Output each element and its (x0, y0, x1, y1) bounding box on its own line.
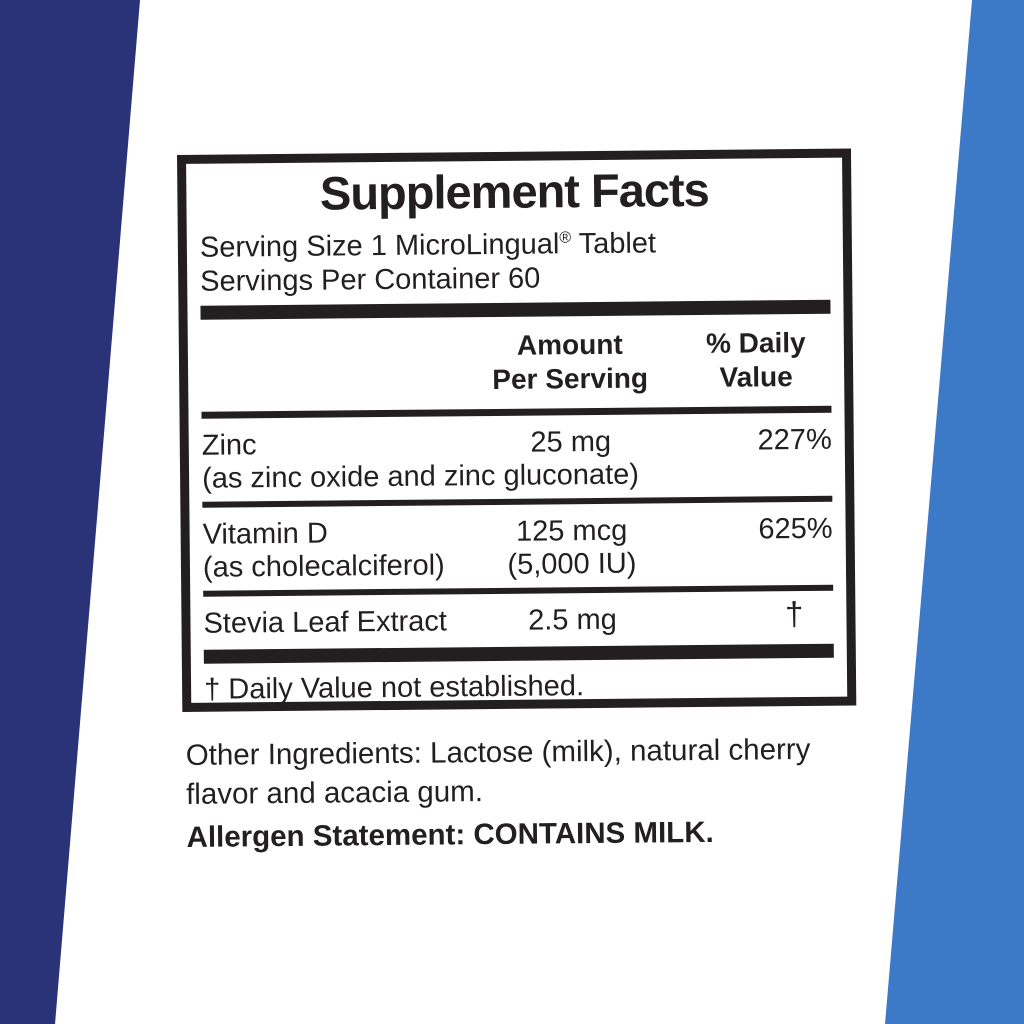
ingredients-section: Other Ingredients: Lactose (milk), natur… (183, 730, 858, 857)
row-name: Stevia Leaf Extract (203, 605, 448, 640)
serving-info: Serving Size 1 MicroLingual® Tablet Serv… (200, 225, 831, 299)
left-blue-accent-bar (0, 0, 140, 1024)
row-amount: 125 mcg (515, 514, 628, 548)
nutrient-row-vitamin-d: Vitamin D 125 mcg 625% (as cholecalcifer… (202, 502, 833, 591)
other-ingredients-line2: flavor and acacia gum. (185, 775, 484, 811)
allergen-statement: Allergen Statement: CONTAINS MILK. (186, 815, 714, 854)
row-amount-detail: (5,000 IU) (507, 547, 637, 581)
label-artwork: Supplement Facts Serving Size 1 MicroLin… (177, 148, 858, 857)
row-name: Zinc (201, 429, 257, 462)
nutrient-row-zinc: Zinc 25 mg 227% (as zinc oxide and zinc … (202, 413, 833, 502)
column-headers: Amount Per Serving % Daily Value (201, 314, 832, 412)
daily-value-footnote: † Daily Value not established. (203, 670, 585, 706)
row-daily-value: 227% (757, 423, 832, 457)
row-name: Vitamin D (202, 517, 328, 551)
row-detail: (as zinc oxide and zinc gluconate) (201, 458, 640, 495)
other-ingredients-line1: Other Ingredients: Lactose (milk), natur… (185, 732, 811, 772)
amount-per-serving-header: Amount Per Serving (492, 328, 649, 395)
supplement-facts-panel: Supplement Facts Serving Size 1 MicroLin… (177, 148, 857, 712)
row-detail: (as cholecalciferol) (202, 549, 445, 584)
right-blue-accent-bar (885, 0, 1024, 1024)
percent-daily-value-header: % Daily Value (705, 326, 806, 393)
nutrient-row-stevia: Stevia Leaf Extract 2.5 mg † (203, 591, 833, 650)
panel-title: Supplement Facts (319, 162, 710, 220)
row-amount: 2.5 mg (527, 603, 617, 637)
registered-trademark-symbol: ® (559, 229, 572, 247)
row-daily-value-dagger: † (784, 595, 804, 633)
servings-per-container-line: Servings Per Container 60 (200, 262, 541, 298)
row-amount: 25 mg (530, 425, 612, 459)
row-daily-value: 625% (758, 512, 833, 546)
